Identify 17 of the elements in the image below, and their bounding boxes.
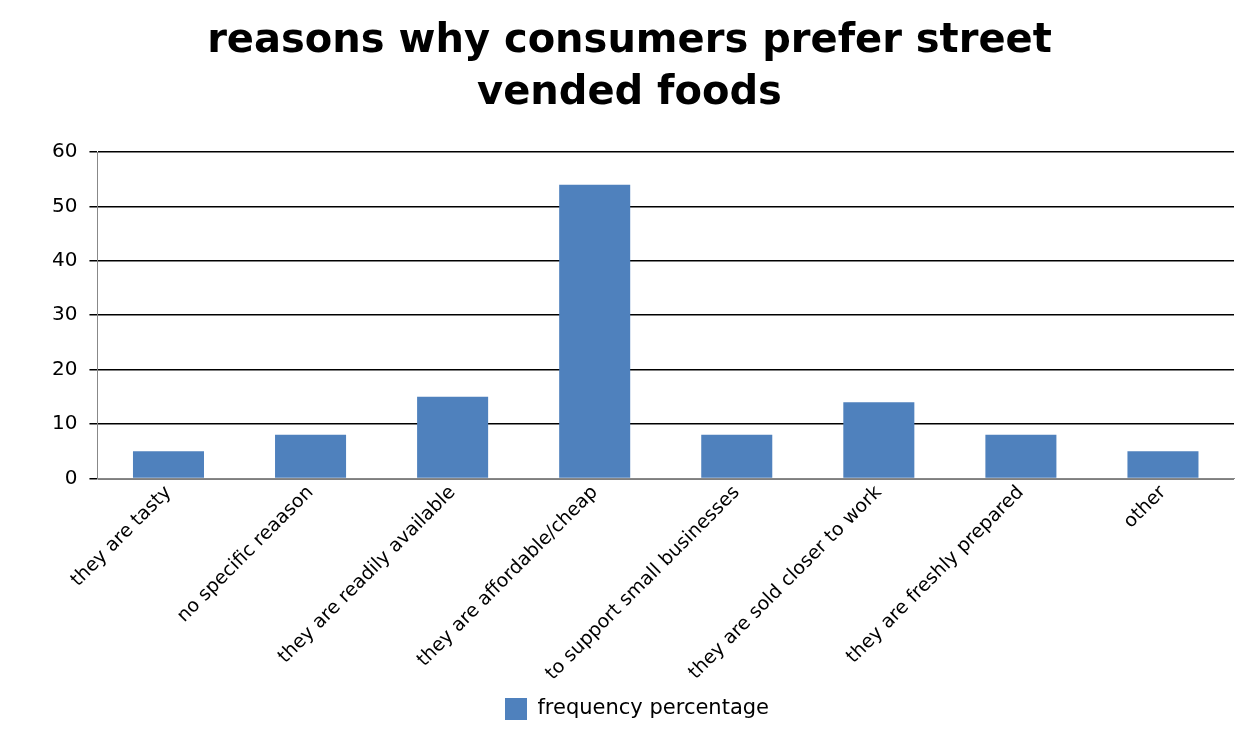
y-tick-label: 0 — [64, 464, 78, 489]
chart-title: reasons why consumers prefer street vended foods — [206, 14, 1053, 115]
bar — [132, 451, 204, 478]
bar — [843, 402, 915, 478]
y-tick-label: 40 — [52, 247, 78, 271]
bar — [985, 434, 1057, 478]
bar — [559, 184, 631, 478]
legend-label: frequency percentage — [537, 695, 770, 720]
y-tick-label: 10 — [52, 410, 78, 435]
y-tick-label: 60 — [52, 138, 78, 163]
y-tick-label: 30 — [52, 301, 78, 326]
bar — [1127, 451, 1199, 478]
bar — [417, 396, 489, 478]
bar — [275, 434, 347, 478]
bar — [701, 434, 773, 478]
y-tick-label: 20 — [52, 355, 78, 380]
y-tick-label: 50 — [52, 192, 78, 217]
